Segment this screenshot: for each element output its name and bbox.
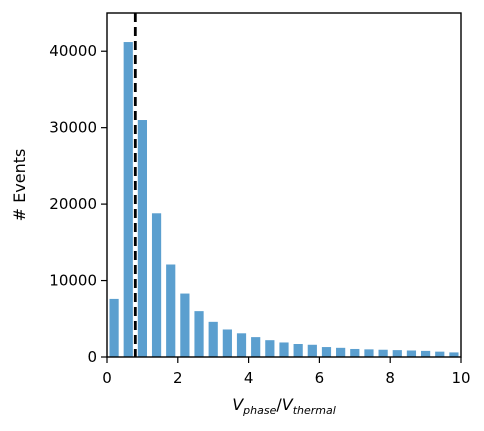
histogram-bar [194, 311, 204, 357]
histogram-bar [350, 348, 360, 357]
histogram-bar [279, 342, 289, 357]
histogram-bar [321, 347, 332, 357]
y-axis-label: # Events [10, 149, 29, 222]
histogram-bar [208, 321, 218, 357]
histogram-bar [420, 350, 431, 357]
x-tick-label: 10 [451, 369, 470, 387]
plot-frame [106, 12, 462, 358]
bar-group [109, 42, 459, 358]
y-tick-label: 10000 [49, 272, 97, 290]
histogram-bar [406, 350, 417, 357]
y-tick-label: 30000 [49, 119, 97, 137]
histogram-bar [293, 344, 303, 357]
histogram-bar [336, 347, 346, 357]
x-tick-label: 4 [244, 369, 254, 387]
histogram-bar [123, 42, 133, 357]
histogram-bar [435, 351, 445, 357]
histogram-bar [364, 349, 374, 357]
histogram-bar [392, 350, 402, 357]
y-tick-label: 20000 [49, 195, 97, 213]
histogram-bar [265, 340, 275, 357]
x-tick-label: 6 [315, 369, 325, 387]
histogram-bar [180, 293, 190, 357]
histogram-bar [236, 333, 247, 357]
histogram-bar [109, 298, 119, 357]
y-axis-ticks: 0 10000 20000 30000 40000 [49, 42, 107, 366]
x-tick-label: 2 [173, 369, 183, 387]
histogram-bar [222, 329, 232, 357]
histogram-bar [137, 120, 148, 358]
histogram-bar [378, 349, 388, 357]
histogram-bar [151, 213, 162, 357]
histogram-bar [251, 337, 261, 357]
histogram-bar [166, 264, 176, 357]
y-tick-label: 40000 [49, 42, 97, 60]
x-axis-ticks: 0 2 4 6 8 10 [102, 357, 471, 387]
x-tick-label: 0 [102, 369, 112, 387]
x-tick-label: 8 [385, 369, 395, 387]
x-axis-label: Vphase/Vthermal [232, 395, 336, 417]
histogram-bar [449, 352, 459, 357]
y-tick-label: 0 [87, 348, 97, 366]
histogram-bar [307, 344, 317, 357]
